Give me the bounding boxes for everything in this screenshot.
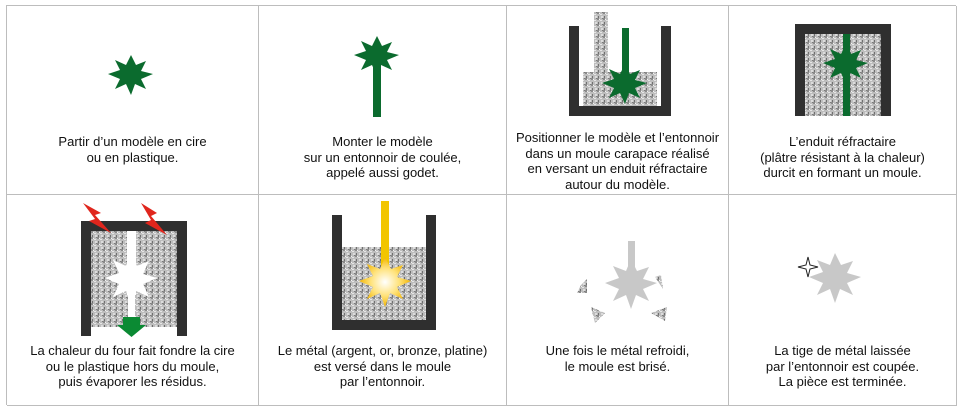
caption-line: Partir d’un modèle en cire — [58, 134, 207, 149]
finished-piece-star — [809, 253, 861, 303]
lost-wax-process-diagram: Partir d’un modèle en cire ou en plastiq… — [6, 5, 957, 406]
cavity-star — [105, 253, 157, 306]
wax-model-star — [823, 44, 868, 84]
sparkle-icon — [797, 256, 819, 278]
molten-metal-stream — [381, 201, 389, 269]
caption-line: est versé dans le moule — [313, 358, 452, 374]
step-2-caption: Monter le modèle sur un entonnoir de cou… — [259, 134, 506, 181]
heat-bolt-left — [83, 203, 111, 233]
step-1-caption: Partir d’un modèle en cire ou en plastiq… — [7, 134, 258, 165]
step-5-cell: La chaleur du four fait fondre la cire o… — [7, 195, 259, 406]
mould-shard — [651, 307, 667, 321]
step-8-cell: La tige de métal laissée par l’entonnoir… — [729, 195, 957, 406]
caption-line: L’enduit réfractaire — [789, 134, 896, 149]
flask-frame — [569, 26, 671, 116]
funnel-rod — [373, 59, 381, 117]
molten-metal-star — [359, 257, 411, 307]
metal-casting-star — [605, 259, 657, 309]
caption-line: sur un entonnoir de coulée, — [303, 149, 462, 165]
metal-pour-illustration — [332, 201, 436, 330]
caption-line: durcit en formant un moule. — [763, 165, 922, 180]
funnel-rod — [622, 28, 629, 78]
step-7-cell: Une fois le métal refroidi, le moule est… — [507, 195, 729, 406]
exit-arrow — [117, 317, 146, 337]
mould-shard — [577, 279, 587, 293]
step-4-caption: L’enduit réfractaire (plâtre résistant à… — [729, 134, 956, 181]
step-3-cell: Positionner le modèle et l’entonnoir dan… — [507, 6, 729, 195]
flask-frame — [795, 24, 891, 116]
wax-model-star — [354, 36, 399, 76]
plaster-pour-stream — [594, 12, 608, 76]
wax-model-illustration — [108, 55, 153, 95]
caption-line: Positionner le modèle et l’entonnoir — [515, 130, 720, 145]
caption-line: Le métal (argent, or, bronze, platine) — [277, 343, 488, 358]
caption-line: Monter le modèle — [332, 134, 433, 149]
caption-line: par l’entonnoir. — [339, 374, 426, 389]
caption-line: autour du modèle. — [565, 176, 670, 192]
mould-shard — [591, 307, 605, 323]
wax-model-star — [108, 55, 153, 95]
mould-shard — [655, 275, 663, 289]
step-1-cell: Partir d’un modèle en cire ou en plastiq… — [7, 6, 259, 195]
caption-line: ou le plastique hors du moule, — [45, 358, 220, 374]
step-2-cell: Monter le modèle sur un entonnoir de cou… — [259, 6, 507, 195]
flask-pouring-illustration — [569, 12, 671, 116]
caption-line: en versant un enduit réfractaire — [527, 161, 708, 176]
drain-channel — [128, 295, 135, 327]
caption-line: ou en plastique. — [86, 149, 179, 165]
step-3-caption: Positionner le modèle et l’entonnoir dan… — [507, 130, 728, 192]
step-4-cell: L’enduit réfractaire (plâtre résistant à… — [729, 6, 957, 195]
heat-bolt-right — [141, 203, 167, 235]
broken-mould-illustration — [577, 241, 667, 323]
hardened-mould-illustration — [795, 24, 891, 116]
caption-line: La tige de métal laissée — [774, 343, 911, 358]
caption-line: appelé aussi godet. — [326, 165, 439, 180]
finished-piece-illustration — [797, 253, 861, 303]
caption-line: puis évaporer les résidus. — [58, 374, 207, 389]
caption-line: La pièce est terminée. — [778, 374, 907, 389]
step-7-caption: Une fois le métal refroidi, le moule est… — [507, 343, 728, 374]
caption-line: par l’entonnoir est coupée. — [765, 358, 920, 374]
caption-line: le moule est brisé. — [564, 358, 671, 374]
step-6-caption: Le métal (argent, or, bronze, platine) e… — [259, 343, 506, 390]
caption-line: (plâtre résistant à la chaleur) — [760, 149, 925, 165]
burnout-illustration — [81, 203, 187, 337]
step-5-caption: La chaleur du four fait fondre la cire o… — [7, 343, 258, 390]
caption-line: La chaleur du four fait fondre la cire — [30, 343, 235, 358]
model-on-funnel-illustration — [354, 36, 399, 117]
step-6-cell: Le métal (argent, or, bronze, platine) e… — [259, 195, 507, 406]
wax-model-star — [602, 64, 647, 104]
caption-line: Une fois le métal refroidi, — [545, 343, 690, 358]
metal-sprue — [628, 241, 635, 275]
step-8-caption: La tige de métal laissée par l’entonnoir… — [729, 343, 956, 390]
caption-line: dans un moule carapace réalisé — [525, 145, 710, 161]
